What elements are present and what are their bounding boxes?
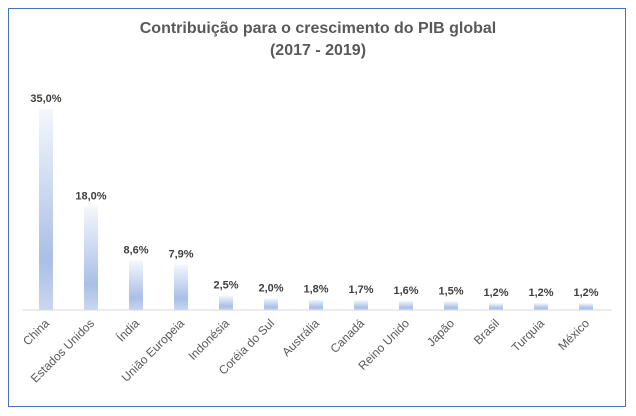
data-label: 1,2% — [573, 287, 598, 299]
data-label: 1,2% — [483, 287, 508, 299]
category-label: Indonésia — [185, 316, 232, 363]
data-label: 1,6% — [393, 285, 418, 297]
data-label: 2,0% — [258, 283, 283, 295]
data-label: 7,9% — [168, 249, 193, 261]
category-label: China — [20, 316, 52, 348]
bar — [219, 295, 233, 310]
category-label: Canadá — [327, 316, 367, 356]
data-label: 1,8% — [303, 284, 328, 296]
data-label: 1,5% — [438, 285, 463, 297]
bar — [399, 300, 413, 310]
data-label: 8,6% — [123, 245, 148, 257]
bar — [39, 109, 53, 310]
bar — [174, 264, 188, 310]
data-label: 1,7% — [348, 284, 373, 296]
category-label: México — [555, 316, 592, 353]
data-label: 1,2% — [528, 287, 553, 299]
bar — [579, 303, 593, 310]
category-label: Austrália — [279, 316, 322, 359]
chart-frame — [8, 8, 626, 407]
data-label: 18,0% — [75, 191, 106, 203]
bar — [309, 299, 323, 310]
bar — [84, 206, 98, 310]
bar — [534, 303, 548, 310]
bar — [129, 260, 143, 310]
category-label: Índia — [113, 315, 142, 344]
data-label: 35,0% — [30, 93, 61, 105]
category-label: Brasil — [471, 316, 502, 347]
bar — [444, 301, 458, 310]
bar — [264, 298, 278, 310]
bar — [489, 303, 503, 310]
chart-subtitle: (2017 - 2019) — [269, 42, 367, 59]
bar — [354, 300, 368, 310]
category-label: Japão — [424, 316, 457, 349]
chart-title: Contribuição para o crescimento do PIB g… — [139, 20, 497, 37]
data-label: 2,5% — [213, 280, 238, 292]
category-label: Turquia — [509, 316, 548, 355]
